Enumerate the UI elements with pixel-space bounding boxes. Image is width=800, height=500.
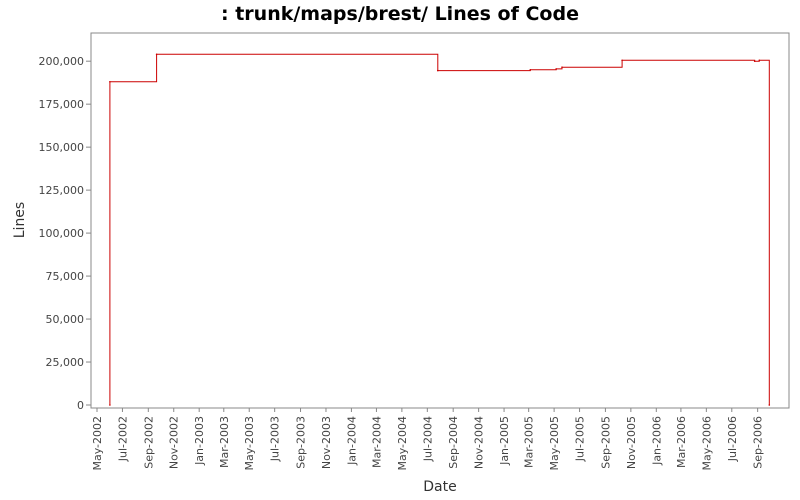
chart-title: : trunk/maps/brest/ Lines of Code <box>221 3 579 25</box>
y-tick-label: 0 <box>77 399 84 412</box>
x-tick-label: Jan-2004 <box>345 416 358 466</box>
x-tick-label: Mar-2005 <box>523 416 536 468</box>
data-point <box>758 59 761 62</box>
y-tick-label: 175,000 <box>39 98 85 111</box>
x-tick-label: Jul-2005 <box>574 416 587 462</box>
x-tick-label: Nov-2002 <box>168 416 181 469</box>
y-tick-label: 100,000 <box>39 227 85 240</box>
y-axis: 0 25,000 50,000 75,000 100,000 125,000 150,000… <box>39 55 91 412</box>
x-tick-label: Mar-2006 <box>675 416 688 468</box>
x-tick-label: Sep-2006 <box>752 416 765 469</box>
x-tick-label: Sep-2004 <box>447 416 460 469</box>
data-point <box>109 81 111 83</box>
x-tick-label: Sep-2003 <box>295 416 308 469</box>
x-tick-label: May-2006 <box>700 416 713 471</box>
x-tick-label: Jul-2004 <box>421 416 434 462</box>
data-point <box>555 68 557 70</box>
x-tick-label: Sep-2002 <box>142 416 155 469</box>
x-tick-label: Jan-2006 <box>650 416 663 466</box>
y-tick-label: 75,000 <box>46 270 85 283</box>
data-point <box>621 59 623 62</box>
x-axis: May-2002 Jul-2002 Sep-2002 Nov-2002 Jan-2003… <box>91 408 765 471</box>
x-tick-label: Nov-2004 <box>473 416 486 469</box>
data-point <box>109 404 111 406</box>
x-tick-label: Mar-2003 <box>218 416 231 468</box>
x-tick-label: Sep-2005 <box>599 416 612 469</box>
x-tick-label: Jan-2005 <box>498 416 511 466</box>
series-group <box>109 53 771 406</box>
data-point <box>561 66 563 68</box>
plot-area <box>90 32 790 409</box>
y-tick-label: 150,000 <box>39 141 85 154</box>
x-axis-label: Date <box>423 479 456 495</box>
data-point <box>437 69 439 72</box>
x-tick-label: May-2005 <box>548 416 561 471</box>
y-axis-label: Lines <box>12 202 28 238</box>
data-point <box>155 53 158 56</box>
series-line <box>109 53 770 405</box>
data-point <box>768 404 771 406</box>
x-tick-label: Nov-2005 <box>625 416 638 469</box>
x-tick-label: Jul-2006 <box>726 416 739 462</box>
x-tick-label: Jul-2003 <box>269 416 282 462</box>
x-tick-label: Jan-2003 <box>193 416 206 466</box>
x-tick-label: May-2004 <box>396 416 409 471</box>
x-tick-label: Jul-2002 <box>116 416 129 462</box>
y-tick-label: 25,000 <box>46 356 85 369</box>
x-tick-label: May-2002 <box>91 416 104 471</box>
x-tick-label: May-2003 <box>243 416 256 471</box>
y-tick-label: 200,000 <box>39 55 85 68</box>
x-tick-label: Nov-2003 <box>320 416 333 469</box>
y-tick-label: 125,000 <box>39 184 85 197</box>
x-tick-label: Mar-2004 <box>370 416 383 468</box>
data-point <box>529 69 532 71</box>
y-tick-label: 50,000 <box>46 313 85 326</box>
data-point <box>753 60 756 62</box>
